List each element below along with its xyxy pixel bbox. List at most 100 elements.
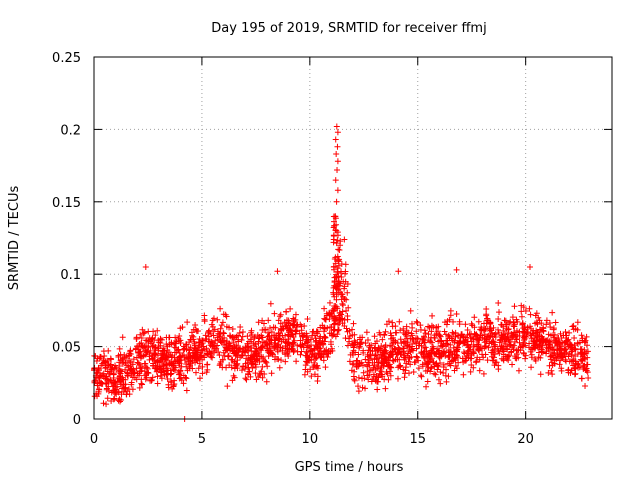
data-point: [101, 353, 108, 360]
data-point: [293, 358, 300, 365]
data-point: [425, 350, 432, 357]
data-point: [487, 320, 494, 327]
data-point: [238, 336, 245, 343]
data-point: [245, 364, 252, 371]
data-point: [375, 346, 382, 353]
data-point: [413, 318, 420, 325]
data-point: [234, 365, 241, 372]
data-point: [437, 333, 444, 340]
data-point: [266, 336, 273, 343]
data-point: [365, 376, 372, 383]
data-point: [549, 352, 556, 359]
data-point: [223, 346, 230, 353]
data-point: [467, 368, 474, 375]
data-point: [387, 372, 394, 379]
data-point: [334, 327, 341, 334]
data-point: [582, 382, 589, 389]
data-point: [321, 333, 328, 340]
data-point: [244, 347, 251, 354]
data-point: [136, 384, 143, 391]
data-point: [476, 367, 483, 374]
data-point: [136, 340, 143, 347]
data-point: [440, 369, 447, 376]
data-point: [475, 318, 482, 325]
data-point: [570, 322, 577, 329]
data-point: [465, 347, 472, 354]
data-point: [162, 356, 169, 363]
data-point: [262, 326, 269, 333]
data-point: [532, 320, 539, 327]
data-point: [161, 371, 168, 378]
data-point: [370, 364, 377, 371]
data-point: [100, 373, 107, 380]
data-point: [186, 339, 193, 346]
data-point: [409, 343, 416, 350]
data-point: [505, 357, 512, 364]
data-point: [578, 350, 585, 357]
plot-frame: [93, 56, 613, 420]
data-point: [462, 321, 469, 328]
data-point: [562, 335, 569, 342]
data-points: [91, 123, 592, 422]
data-point: [534, 341, 541, 348]
data-point: [211, 326, 218, 333]
data-point: [161, 360, 168, 367]
data-point: [235, 345, 242, 352]
data-point: [333, 296, 340, 303]
data-point: [572, 364, 579, 371]
data-point: [413, 353, 420, 360]
data-point: [578, 332, 585, 339]
data-point: [447, 362, 454, 369]
data-point: [245, 370, 252, 377]
data-point: [206, 338, 213, 345]
data-point: [471, 314, 478, 321]
data-point: [309, 328, 316, 335]
data-point: [484, 315, 491, 322]
data-point: [308, 373, 315, 380]
data-point: [488, 330, 495, 337]
data-point: [390, 357, 397, 364]
data-point: [199, 363, 206, 370]
data-point: [334, 187, 341, 194]
data-point: [428, 339, 435, 346]
data-point: [349, 326, 356, 333]
data-point: [255, 338, 262, 345]
data-point: [227, 347, 234, 354]
data-point: [316, 335, 323, 342]
data-point: [332, 254, 339, 261]
data-point: [263, 345, 270, 352]
data-point: [402, 340, 409, 347]
data-point: [294, 321, 301, 328]
data-point: [235, 338, 242, 345]
data-point: [285, 339, 292, 346]
data-point: [226, 324, 233, 331]
data-point: [545, 369, 552, 376]
data-point: [147, 377, 154, 384]
data-point: [427, 349, 434, 356]
data-point: [490, 354, 497, 361]
data-point: [110, 371, 117, 378]
data-point: [171, 381, 178, 388]
data-point: [397, 362, 404, 369]
data-point: [177, 367, 184, 374]
data-point: [366, 351, 373, 358]
data-point: [334, 237, 341, 244]
data-point: [413, 345, 420, 352]
data-point: [247, 354, 254, 361]
data-point: [427, 368, 434, 375]
data-point: [276, 313, 283, 320]
data-point: [244, 340, 251, 347]
data-point: [192, 321, 199, 328]
data-point: [547, 324, 554, 331]
data-point: [282, 351, 289, 358]
data-point: [220, 329, 227, 336]
data-point: [443, 378, 450, 385]
data-point: [381, 376, 388, 383]
data-point: [429, 312, 436, 319]
data-point: [108, 398, 115, 405]
data-point: [339, 300, 346, 307]
data-point: [495, 316, 502, 323]
data-point: [440, 350, 447, 357]
data-point: [312, 339, 319, 346]
data-point: [331, 326, 338, 333]
